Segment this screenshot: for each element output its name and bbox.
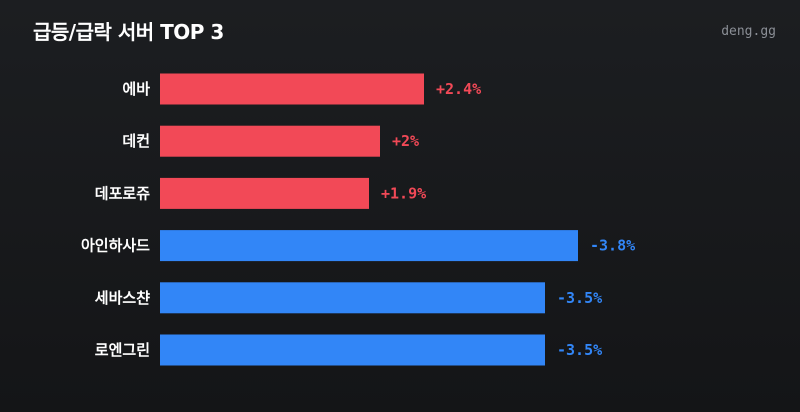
- bar-5: [160, 334, 545, 366]
- category-label: 데포로쥬: [95, 184, 150, 202]
- category-label: 세바스챤: [95, 289, 150, 307]
- category-label: 로엔그린: [95, 341, 150, 359]
- bar-0: [160, 73, 424, 105]
- category-label: 아인하사드: [81, 237, 150, 255]
- value-label: +1.9%: [381, 184, 426, 202]
- chart-title: 급등/급락 서버 TOP 3: [33, 20, 224, 44]
- category-label: 데컨: [122, 132, 150, 150]
- value-label: +2%: [392, 132, 419, 150]
- brand-watermark: deng.gg: [721, 24, 776, 39]
- value-label: -3.5%: [557, 341, 602, 359]
- bar-4: [160, 282, 545, 314]
- bar-2: [160, 177, 369, 209]
- value-label: +2.4%: [436, 80, 481, 98]
- value-label: -3.8%: [590, 237, 635, 255]
- bar-3: [160, 230, 578, 262]
- value-label: -3.5%: [557, 289, 602, 307]
- bar-1: [160, 125, 380, 157]
- category-label: 에바: [122, 80, 150, 98]
